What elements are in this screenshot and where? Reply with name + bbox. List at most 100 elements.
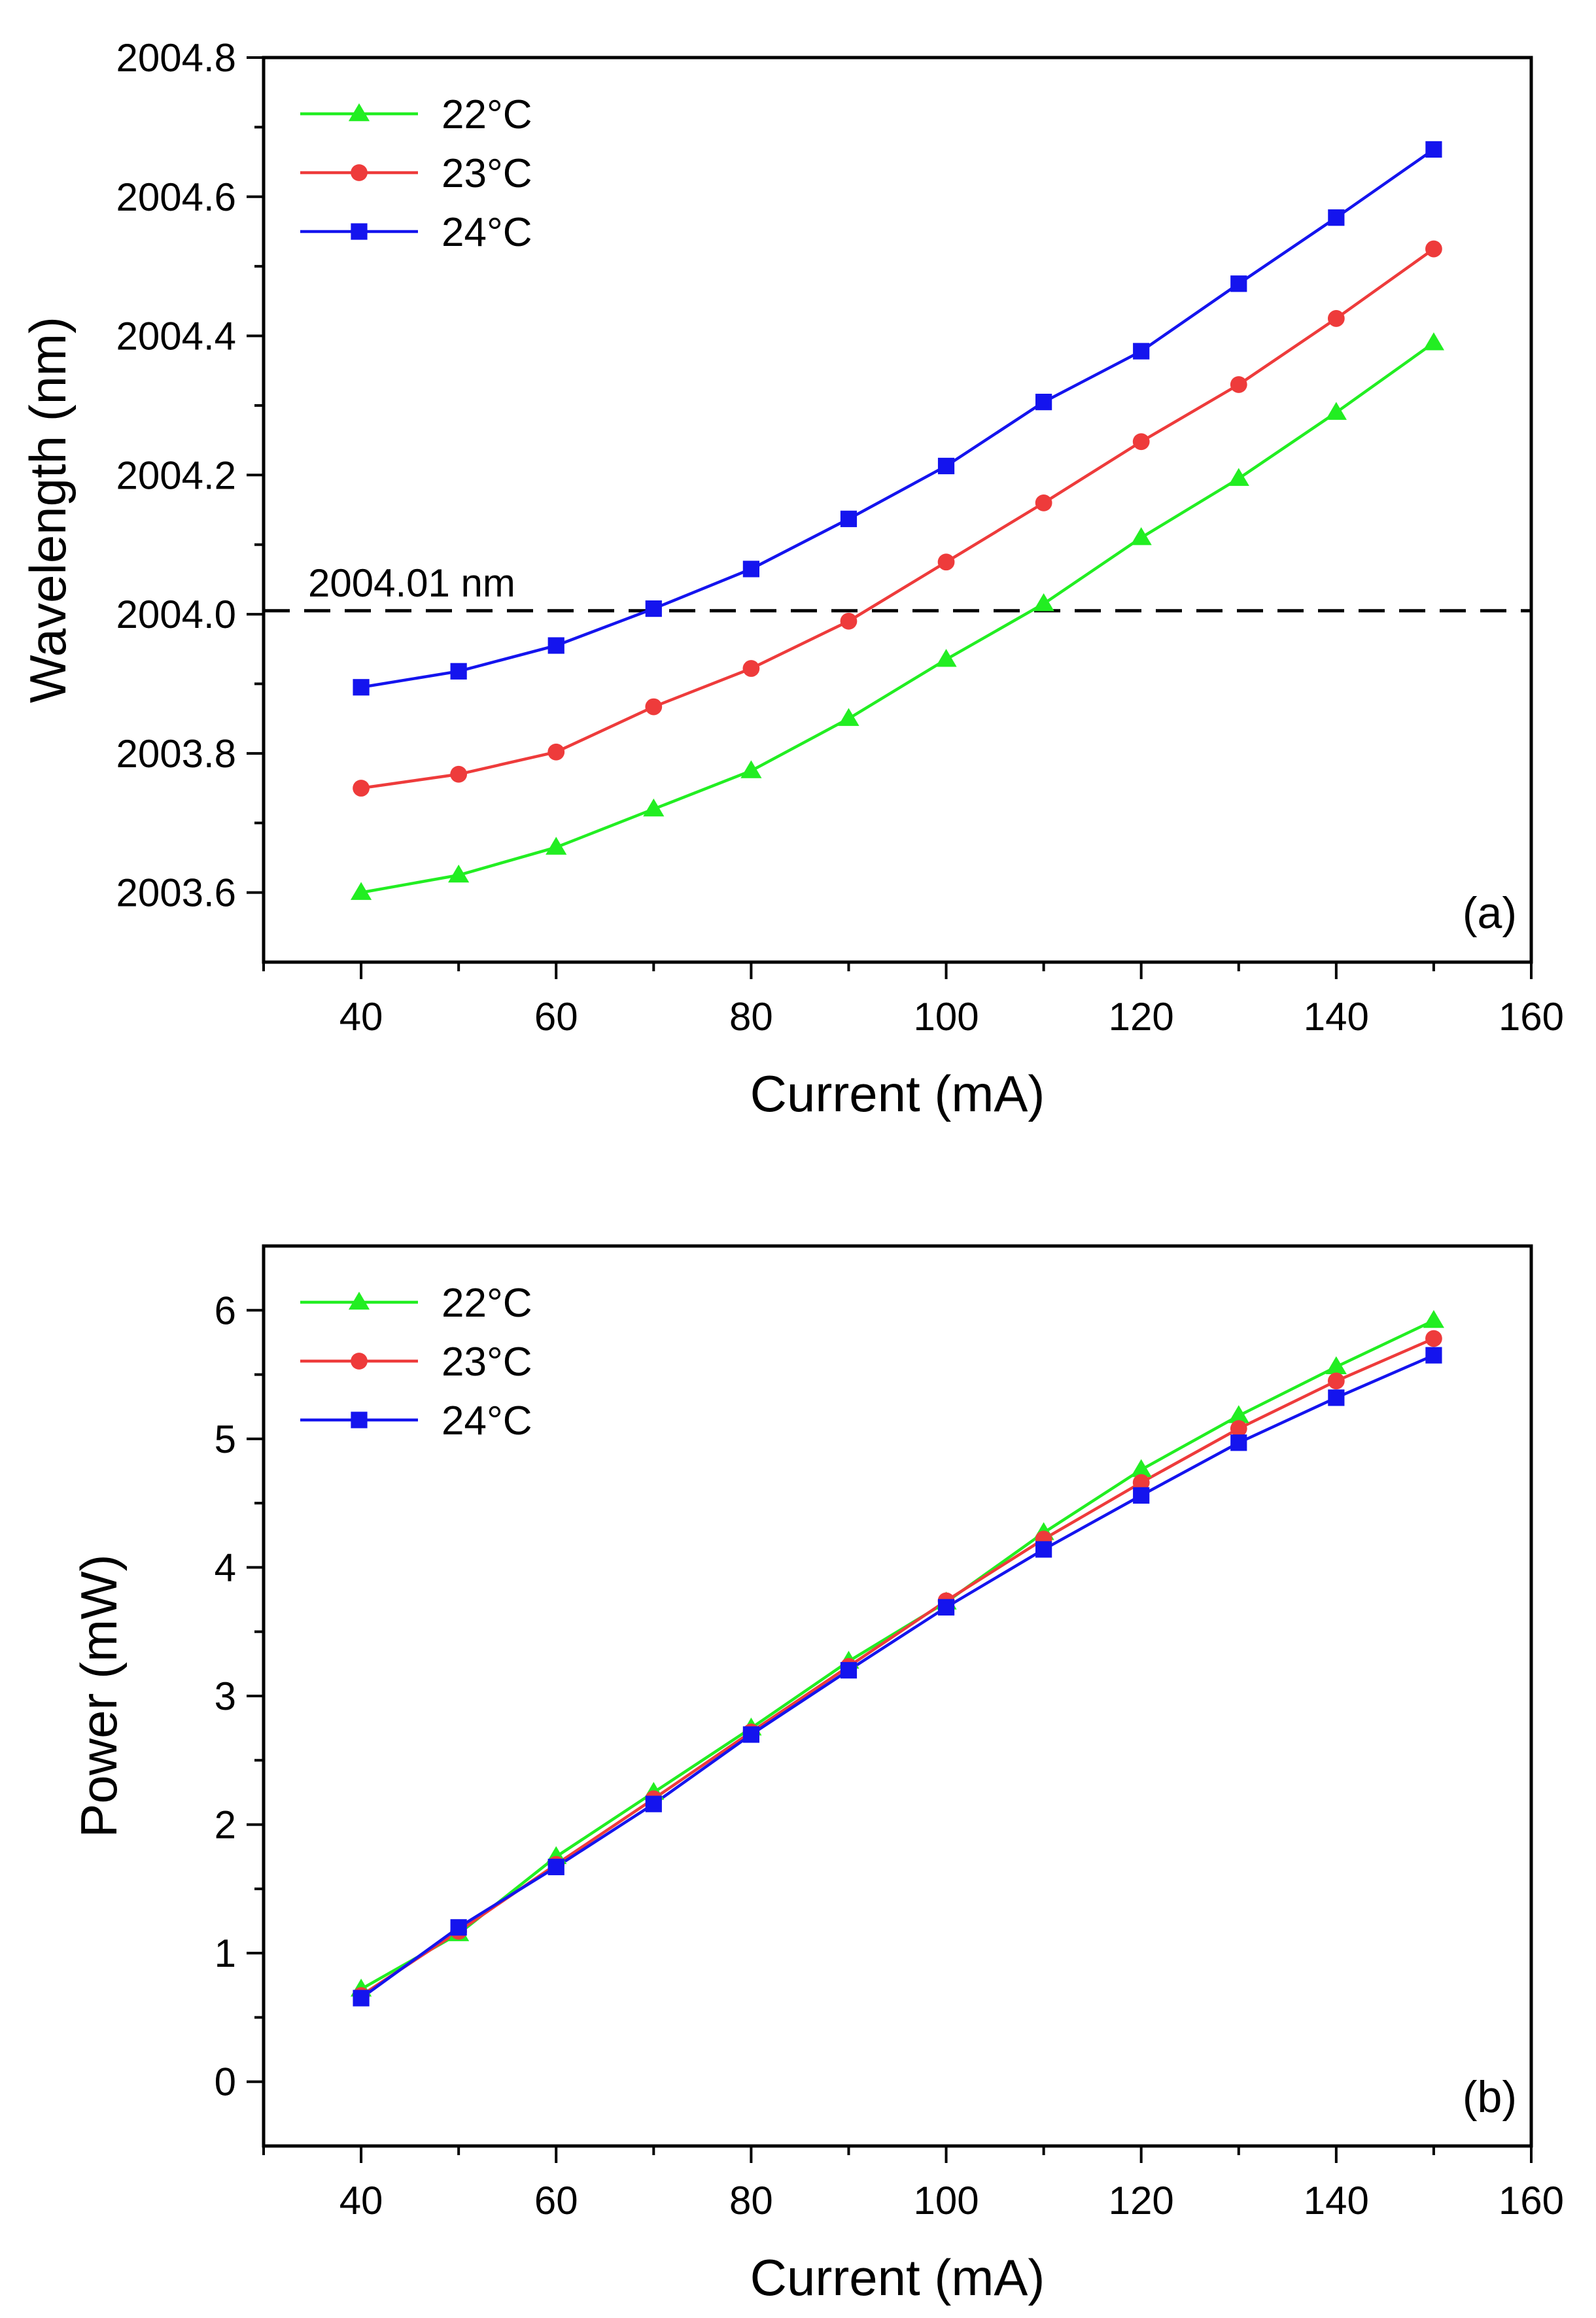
data-point xyxy=(1425,1330,1442,1347)
y-tick-label: 2004.8 xyxy=(116,36,236,80)
x-tick-label: 60 xyxy=(534,2179,578,2223)
legend-marker xyxy=(351,1353,368,1370)
data-point xyxy=(350,882,372,900)
data-point xyxy=(1228,1405,1249,1423)
series-line-24°C xyxy=(360,148,1435,689)
legend-marker xyxy=(351,1411,368,1428)
data-point xyxy=(740,760,762,778)
data-point xyxy=(1130,1459,1152,1478)
x-tick-label: 40 xyxy=(339,2179,383,2223)
y-tick-label: 6 xyxy=(215,1289,236,1332)
data-point xyxy=(1132,1474,1150,1491)
data-point xyxy=(1425,141,1442,158)
y-tick-label: 4 xyxy=(215,1546,236,1589)
y-tick-label: 2004.2 xyxy=(116,453,236,497)
data-point xyxy=(1130,527,1152,545)
data-point xyxy=(937,1599,955,1616)
series-line-22°C xyxy=(360,1319,1434,1991)
legend-label: 24°C xyxy=(442,1398,532,1444)
x-tick-label: 100 xyxy=(913,2179,979,2223)
plot-frame xyxy=(262,1244,1533,2148)
data-point xyxy=(838,708,859,726)
panel-b-power-chart: 40 60 80 100 120 140 160 0 1 2 3 4 5 6 Current (mA) Pow… xyxy=(70,1244,1564,2306)
data-point xyxy=(840,612,858,630)
legend-marker xyxy=(348,1291,370,1310)
data-point xyxy=(353,679,370,696)
data-point xyxy=(1423,1309,1445,1328)
legend-marker xyxy=(351,223,368,240)
x-axis-title: Current (mA) xyxy=(750,2249,1045,2306)
data-point xyxy=(840,1662,858,1679)
legend-marker xyxy=(351,164,368,181)
data-point xyxy=(546,837,567,855)
x-tick-label: 120 xyxy=(1109,2179,1174,2223)
data-point xyxy=(840,510,858,527)
data-point xyxy=(1132,433,1150,451)
data-point xyxy=(353,1990,370,2007)
y-tick-label: 2004.0 xyxy=(116,593,236,636)
x-tick-label: 160 xyxy=(1499,995,1564,1039)
x-tick-label: 160 xyxy=(1499,2179,1564,2223)
reference-line-label: 2004.01 nm xyxy=(308,561,515,605)
data-point xyxy=(1230,1434,1247,1451)
x-tick-label: 140 xyxy=(1304,995,1369,1039)
data-point xyxy=(547,1858,564,1876)
y-tick-label: 0 xyxy=(215,2060,236,2104)
y-tick-label: 2 xyxy=(215,1803,236,1847)
data-point xyxy=(1327,310,1345,327)
data-point xyxy=(1325,1356,1347,1375)
y-tick-label: 5 xyxy=(215,1417,236,1461)
data-point xyxy=(645,1795,662,1812)
data-point xyxy=(645,600,662,617)
panel-label: (a) xyxy=(1463,888,1517,938)
series-line-24°C xyxy=(360,1354,1434,1999)
data-point xyxy=(1133,343,1150,360)
data-point xyxy=(1230,1420,1247,1438)
data-point xyxy=(937,457,955,475)
data-point xyxy=(742,660,760,677)
data-point xyxy=(448,864,470,883)
x-tick-label: 60 xyxy=(534,995,578,1039)
x-tick-label: 120 xyxy=(1109,995,1174,1039)
data-point xyxy=(1230,275,1247,292)
y-axis-title: Power (mW) xyxy=(70,1554,128,1837)
data-point xyxy=(1423,332,1445,351)
y-tick-label: 2003.8 xyxy=(116,732,236,776)
series-line-23°C xyxy=(360,247,1435,790)
data-point xyxy=(547,743,565,761)
data-point xyxy=(742,561,759,578)
panel-label: (b) xyxy=(1463,2072,1517,2122)
data-point xyxy=(1228,468,1249,486)
data-point xyxy=(742,1726,759,1743)
data-point xyxy=(1133,1487,1150,1504)
data-point xyxy=(547,637,564,654)
y-tick-label: 2004.6 xyxy=(116,175,236,219)
x-tick-label: 80 xyxy=(729,995,773,1039)
y-tick-label: 2003.6 xyxy=(116,871,236,915)
data-point xyxy=(645,698,663,716)
data-point xyxy=(1035,1541,1052,1558)
y-tick-label: 1 xyxy=(215,1931,236,1975)
legend-label: 22°C xyxy=(442,92,532,137)
data-point xyxy=(1035,494,1052,511)
data-point xyxy=(450,663,467,680)
y-tick-label: 3 xyxy=(215,1674,236,1718)
data-point xyxy=(1327,1372,1345,1390)
series-line-22°C xyxy=(360,341,1435,894)
y-tick-label: 2004.4 xyxy=(116,315,236,358)
y-axis-title: Wavelength (nm) xyxy=(19,317,77,703)
legend-label: 23°C xyxy=(442,151,532,196)
x-tick-label: 80 xyxy=(729,2179,773,2223)
data-point xyxy=(1325,402,1347,420)
data-point xyxy=(353,780,370,797)
x-tick-label: 40 xyxy=(339,995,383,1039)
data-point xyxy=(935,649,957,667)
x-tick-label: 100 xyxy=(913,995,979,1039)
legend-marker xyxy=(348,103,370,122)
x-tick-label: 140 xyxy=(1304,2179,1369,2223)
legend-label: 22°C xyxy=(442,1281,532,1326)
legend-label: 24°C xyxy=(442,210,532,255)
data-point xyxy=(1328,209,1345,226)
